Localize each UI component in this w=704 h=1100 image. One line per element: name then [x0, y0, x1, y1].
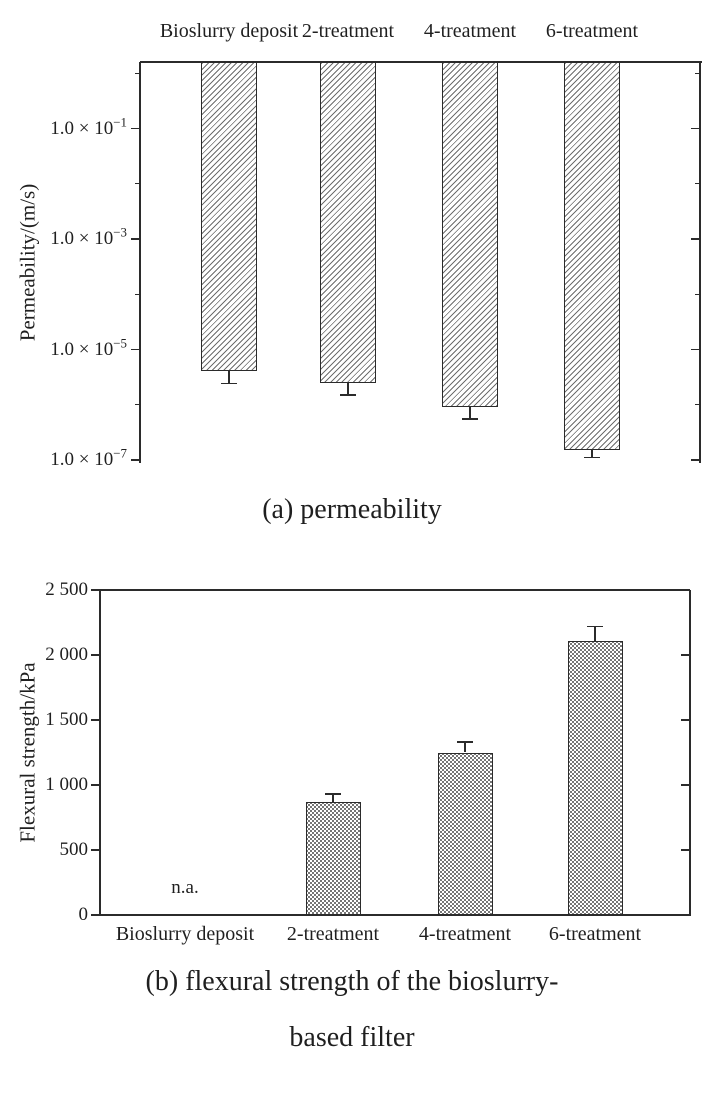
tick-exponent: −5	[113, 335, 127, 351]
bar-1	[201, 62, 257, 372]
y-minor-tick	[135, 404, 140, 406]
y-tick-right	[691, 127, 700, 130]
error-bar	[332, 794, 334, 802]
category-label: 6-treatment	[545, 20, 639, 42]
caption-b-line1: (b) flexural strength of the bioslurry-	[145, 966, 559, 997]
y-tick-right	[681, 719, 690, 721]
tick-exponent: −3	[113, 224, 127, 240]
y-tick	[91, 719, 100, 721]
error-bar	[594, 626, 596, 641]
left-axis	[139, 62, 141, 463]
left-axis	[99, 590, 101, 915]
flexural-strength-axis-label: Flexural strength/kPa	[15, 662, 40, 843]
bar-3	[442, 62, 498, 408]
y-minor-tick-right	[695, 183, 700, 185]
bar-4	[564, 62, 620, 451]
y-tick	[131, 127, 140, 130]
y-tick-right	[681, 914, 690, 916]
y-tick	[91, 784, 100, 786]
y-tick-label: 500	[59, 839, 89, 860]
y-minor-tick-right	[695, 293, 700, 295]
error-cap	[221, 383, 237, 385]
error-cap	[340, 394, 356, 396]
category-label: 2-treatment	[301, 20, 395, 42]
y-tick	[131, 238, 140, 240]
na-label: n.a.	[171, 877, 199, 898]
y-tick-label: 1 000	[45, 774, 88, 795]
error-cap	[587, 625, 603, 628]
y-tick	[91, 849, 100, 851]
y-minor-tick	[135, 183, 140, 185]
y-minor-tick	[135, 293, 140, 295]
y-tick-label: 1.0 × 10−1	[50, 114, 127, 139]
y-tick	[91, 914, 100, 916]
y-tick-label: 0	[78, 904, 89, 925]
bar-2	[320, 62, 376, 383]
y-tick	[91, 589, 100, 591]
y-tick-label: 1.0 × 10−5	[50, 335, 127, 360]
error-bar	[469, 407, 471, 420]
y-tick-right	[681, 654, 690, 656]
bar-3	[437, 752, 493, 915]
error-cap	[457, 741, 473, 743]
error-bar	[228, 371, 230, 384]
category-label: 4-treatment	[418, 923, 512, 945]
top-axis	[140, 61, 702, 63]
y-tick-label: 1.0 × 10−3	[50, 224, 127, 249]
caption-b-line2: based filter	[289, 1022, 415, 1053]
bar-4	[567, 640, 623, 915]
y-tick-label: 1 500	[45, 709, 88, 730]
category-label: Bioslurry deposit	[115, 923, 255, 945]
y-tick	[131, 459, 140, 461]
y-tick-right	[691, 459, 700, 461]
y-tick	[131, 348, 140, 351]
bar-2	[305, 801, 361, 915]
caption-a: (a) permeability	[262, 494, 442, 525]
y-tick-right	[681, 784, 690, 786]
bottom-axis	[99, 914, 691, 916]
y-tick-label: 1.0 × 10−7	[50, 445, 127, 470]
category-label: 6-treatment	[548, 923, 642, 945]
error-bar	[347, 382, 349, 396]
error-bar	[464, 742, 466, 753]
y-tick	[91, 654, 100, 656]
right-axis	[699, 62, 701, 463]
y-tick-label: 2 000	[45, 644, 88, 665]
tick-exponent: −1	[113, 114, 127, 130]
y-minor-tick	[135, 72, 140, 74]
top-axis	[100, 589, 690, 591]
error-cap	[325, 793, 341, 795]
error-cap	[584, 457, 600, 459]
error-cap	[462, 418, 478, 420]
y-minor-tick-right	[695, 404, 700, 406]
y-tick-label: 2 500	[45, 579, 88, 600]
error-bar	[591, 450, 593, 458]
category-label: Bioslurry deposit	[159, 20, 299, 42]
y-tick-right	[681, 589, 690, 591]
tick-exponent: −7	[113, 445, 127, 461]
y-tick-right	[691, 238, 700, 240]
y-tick-right	[691, 348, 700, 351]
y-minor-tick-right	[695, 72, 700, 74]
y-tick-right	[681, 849, 690, 851]
right-axis	[689, 590, 691, 915]
category-label: 4-treatment	[423, 20, 517, 42]
category-label: 2-treatment	[286, 923, 380, 945]
